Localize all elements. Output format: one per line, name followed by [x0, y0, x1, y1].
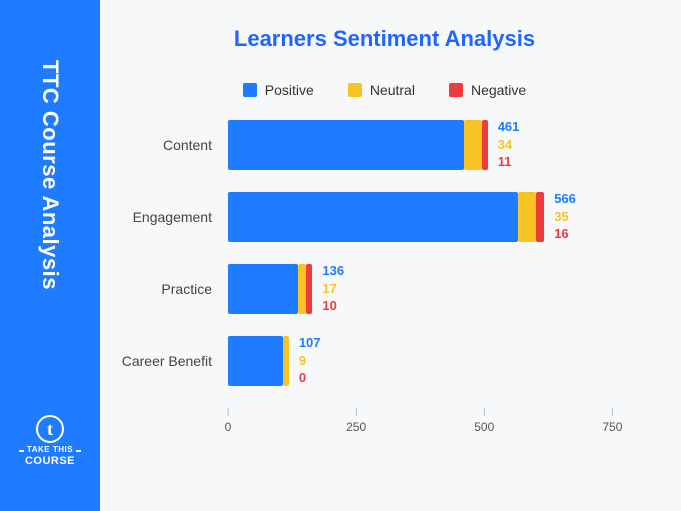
value-label-negative: 10: [322, 297, 344, 315]
bar-segment-neutral: [283, 336, 289, 386]
bar-segment-negative: [536, 192, 544, 242]
sidebar-title: TTC Course Analysis: [37, 60, 63, 290]
value-labels: 10790: [299, 334, 321, 387]
x-tick-label: 750: [602, 420, 622, 434]
x-axis-line: [228, 408, 638, 409]
x-tick: 750: [602, 408, 622, 434]
x-tick-mark: [612, 408, 613, 416]
legend-swatch-negative: [449, 83, 463, 97]
x-tick-mark: [484, 408, 485, 416]
category-label: Content: [118, 137, 228, 153]
chart-row: Engagement5663516: [228, 192, 651, 242]
value-labels: 1361710: [322, 262, 344, 315]
bar-segment-neutral: [518, 192, 536, 242]
legend: Positive Neutral Negative: [118, 82, 651, 98]
value-label-positive: 107: [299, 334, 321, 352]
main: Learners Sentiment Analysis Positive Neut…: [100, 0, 681, 511]
bar-segment-neutral: [464, 120, 481, 170]
category-label: Engagement: [118, 209, 228, 225]
bar-segment-neutral: [298, 264, 307, 314]
value-label-neutral: 35: [554, 208, 576, 226]
logo-text: TAKE THIS COURSE: [21, 445, 79, 467]
chart-plot-area: Content4613411Engagement5663516Practice1…: [118, 120, 651, 386]
x-tick: 250: [346, 408, 366, 434]
bar-segment-negative: [306, 264, 312, 314]
x-tick-label: 500: [474, 420, 494, 434]
chart-row: Practice1361710: [228, 264, 651, 314]
value-labels: 4613411: [498, 118, 520, 171]
x-tick-label: 0: [225, 420, 232, 434]
legend-item-negative: Negative: [449, 82, 526, 98]
bar-segment-positive: [228, 192, 518, 242]
x-axis: 0 250 500 750: [228, 408, 638, 434]
app-root: TTC Course Analysis t TAKE THIS COURSE L…: [0, 0, 681, 511]
bar-track: [228, 192, 638, 242]
legend-swatch-neutral: [348, 83, 362, 97]
bar-segment-positive: [228, 336, 283, 386]
value-label-neutral: 17: [322, 280, 344, 298]
value-labels: 5663516: [554, 190, 576, 243]
legend-label-neutral: Neutral: [370, 82, 415, 98]
value-label-positive: 461: [498, 118, 520, 136]
legend-label-positive: Positive: [265, 82, 314, 98]
x-tick: 0: [225, 408, 232, 434]
value-label-negative: 16: [554, 225, 576, 243]
legend-item-neutral: Neutral: [348, 82, 415, 98]
logo-mark-icon: t: [36, 415, 64, 443]
logo: t TAKE THIS COURSE: [0, 415, 100, 467]
chart-title: Learners Sentiment Analysis: [118, 26, 651, 52]
chart-row: Career Benefit10790: [228, 336, 651, 386]
value-label-neutral: 34: [498, 136, 520, 154]
bar-track: [228, 336, 638, 386]
logo-line-2: COURSE: [25, 455, 75, 467]
category-label: Practice: [118, 281, 228, 297]
bar-segment-positive: [228, 120, 464, 170]
x-tick-mark: [228, 408, 229, 416]
x-tick-mark: [356, 408, 357, 416]
legend-swatch-positive: [243, 83, 257, 97]
legend-label-negative: Negative: [471, 82, 526, 98]
bar-track: [228, 264, 638, 314]
bar-track: [228, 120, 638, 170]
value-label-positive: 566: [554, 190, 576, 208]
logo-line-1: TAKE THIS: [21, 446, 79, 455]
value-label-negative: 11: [498, 153, 520, 171]
value-label-positive: 136: [322, 262, 344, 280]
chart-row: Content4613411: [228, 120, 651, 170]
sidebar: TTC Course Analysis t TAKE THIS COURSE: [0, 0, 100, 511]
bar-segment-negative: [482, 120, 488, 170]
x-tick: 500: [474, 408, 494, 434]
legend-item-positive: Positive: [243, 82, 314, 98]
x-tick-label: 250: [346, 420, 366, 434]
bar-segment-positive: [228, 264, 298, 314]
value-label-neutral: 9: [299, 352, 321, 370]
value-label-negative: 0: [299, 369, 321, 387]
category-label: Career Benefit: [118, 353, 228, 369]
